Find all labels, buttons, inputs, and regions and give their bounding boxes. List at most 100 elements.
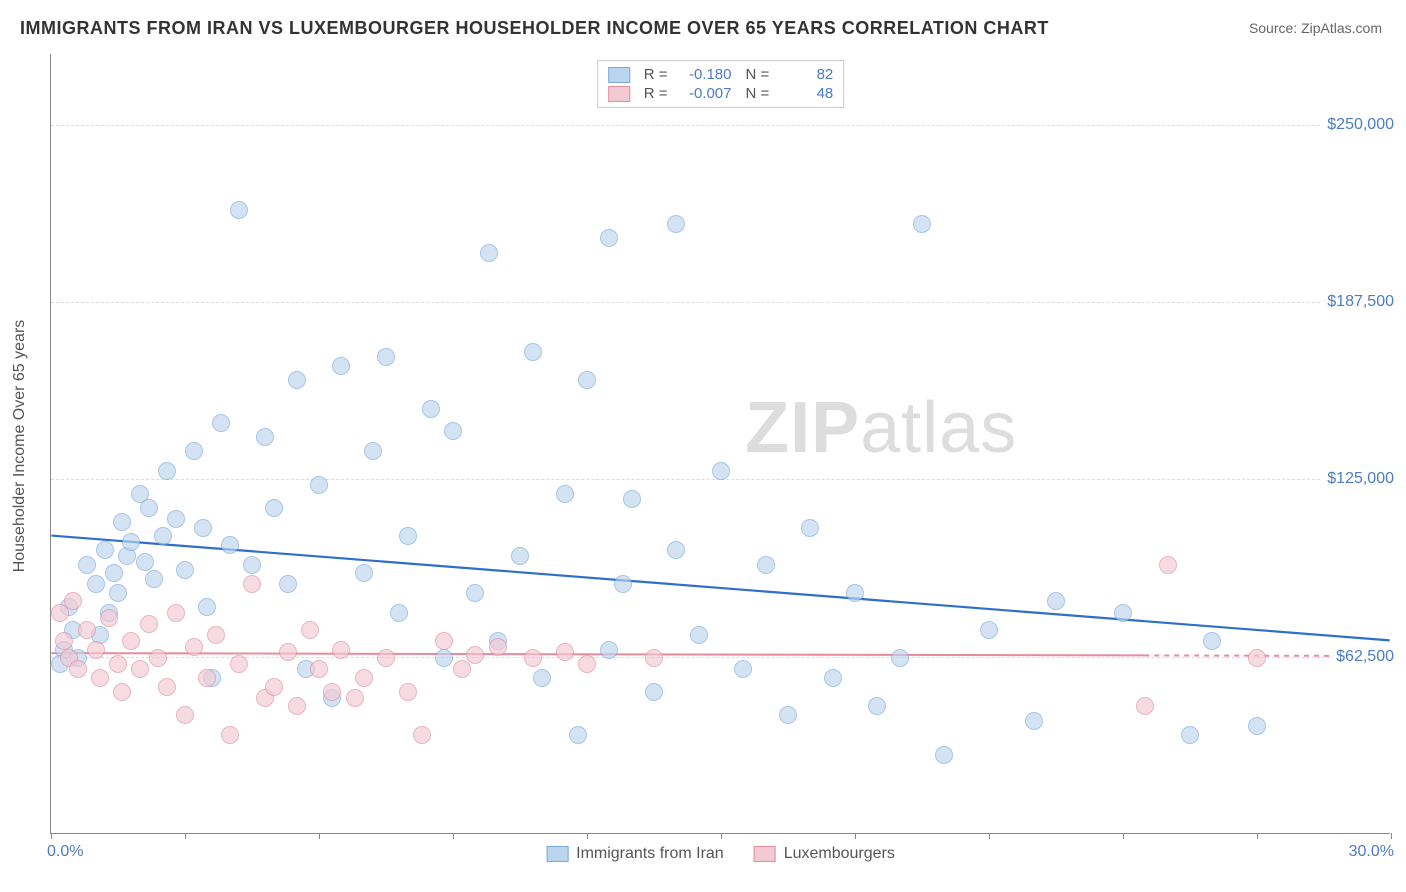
legend-stats: R = -0.180 N = 82 R = -0.007 N = 48	[597, 60, 845, 108]
data-point-lux	[435, 632, 453, 650]
stat-r-value: -0.180	[682, 66, 732, 83]
data-point-iran	[230, 201, 248, 219]
data-point-iran	[355, 564, 373, 582]
data-point-iran	[243, 556, 261, 574]
legend-swatch-lux	[754, 846, 776, 862]
data-point-lux	[91, 669, 109, 687]
x-minor-tick	[587, 833, 588, 839]
data-point-iran	[1203, 632, 1221, 650]
data-point-lux	[198, 669, 216, 687]
data-point-lux	[556, 643, 574, 661]
data-point-lux	[301, 621, 319, 639]
data-point-iran	[480, 244, 498, 262]
grid-line	[51, 302, 1390, 303]
data-point-iran	[310, 476, 328, 494]
data-point-lux	[109, 655, 127, 673]
data-point-iran	[868, 697, 886, 715]
data-point-lux	[355, 669, 373, 687]
data-point-lux	[453, 660, 471, 678]
grid-line	[51, 125, 1390, 126]
data-point-lux	[489, 638, 507, 656]
source-attribution: Source: ZipAtlas.com	[1249, 20, 1382, 36]
stat-r-label: R =	[644, 85, 668, 102]
data-point-iran	[109, 584, 127, 602]
legend-swatch-iran	[608, 67, 630, 83]
data-point-iran	[399, 527, 417, 545]
data-point-iran	[667, 541, 685, 559]
data-point-iran	[113, 513, 131, 531]
y-tick-label: $187,500	[1321, 293, 1400, 311]
grid-line	[51, 657, 1390, 658]
data-point-iran	[1114, 604, 1132, 622]
data-point-lux	[243, 575, 261, 593]
stat-n-value: 82	[783, 66, 833, 83]
stat-n-label: N =	[746, 85, 770, 102]
trend-lines-svg	[51, 54, 1390, 833]
data-point-iran	[122, 533, 140, 551]
data-point-iran	[105, 564, 123, 582]
data-point-lux	[230, 655, 248, 673]
stat-r-label: R =	[644, 66, 668, 83]
y-tick-label: $125,000	[1321, 470, 1400, 488]
stat-r-value: -0.007	[682, 85, 732, 102]
data-point-iran	[614, 575, 632, 593]
data-point-iran	[332, 357, 350, 375]
data-point-iran	[435, 649, 453, 667]
data-point-iran	[667, 215, 685, 233]
data-point-iran	[364, 442, 382, 460]
data-point-iran	[645, 683, 663, 701]
data-point-lux	[279, 643, 297, 661]
stat-n-value: 48	[783, 85, 833, 102]
data-point-iran	[779, 706, 797, 724]
legend-stat-row-iran: R = -0.180 N = 82	[608, 65, 834, 84]
data-point-iran	[185, 442, 203, 460]
data-point-iran	[980, 621, 998, 639]
data-point-lux	[207, 626, 225, 644]
data-point-iran	[87, 575, 105, 593]
data-point-iran	[377, 348, 395, 366]
data-point-iran	[533, 669, 551, 687]
data-point-lux	[131, 660, 149, 678]
stat-n-label: N =	[746, 66, 770, 83]
data-point-iran	[158, 462, 176, 480]
x-tick-max: 30.0%	[1349, 843, 1394, 861]
legend-label-iran: Immigrants from Iran	[576, 845, 724, 863]
data-point-lux	[645, 649, 663, 667]
data-point-iran	[578, 371, 596, 389]
data-point-lux	[578, 655, 596, 673]
data-point-iran	[145, 570, 163, 588]
data-point-iran	[1248, 717, 1266, 735]
legend-swatch-lux	[608, 86, 630, 102]
data-point-iran	[511, 547, 529, 565]
data-point-iran	[154, 527, 172, 545]
data-point-iran	[422, 400, 440, 418]
data-point-iran	[824, 669, 842, 687]
data-point-iran	[569, 726, 587, 744]
trend-line-lux	[51, 653, 1144, 655]
data-point-iran	[444, 422, 462, 440]
data-point-lux	[346, 689, 364, 707]
data-point-lux	[265, 678, 283, 696]
x-minor-tick	[1257, 833, 1258, 839]
data-point-iran	[256, 428, 274, 446]
data-point-iran	[176, 561, 194, 579]
data-point-iran	[1025, 712, 1043, 730]
data-point-lux	[185, 638, 203, 656]
data-point-lux	[78, 621, 96, 639]
data-point-iran	[524, 343, 542, 361]
data-point-iran	[279, 575, 297, 593]
data-point-iran	[846, 584, 864, 602]
x-minor-tick	[453, 833, 454, 839]
data-point-lux	[399, 683, 417, 701]
legend-item-lux: Luxembourgers	[754, 845, 895, 863]
legend-series: Immigrants from Iran Luxembourgers	[546, 845, 895, 863]
data-point-lux	[377, 649, 395, 667]
data-point-iran	[891, 649, 909, 667]
chart-title: IMMIGRANTS FROM IRAN VS LUXEMBOURGER HOU…	[20, 18, 1049, 39]
x-minor-tick	[51, 833, 52, 839]
x-tick-min: 0.0%	[47, 843, 83, 861]
data-point-lux	[113, 683, 131, 701]
data-point-iran	[757, 556, 775, 574]
x-minor-tick	[1391, 833, 1392, 839]
data-point-lux	[288, 697, 306, 715]
